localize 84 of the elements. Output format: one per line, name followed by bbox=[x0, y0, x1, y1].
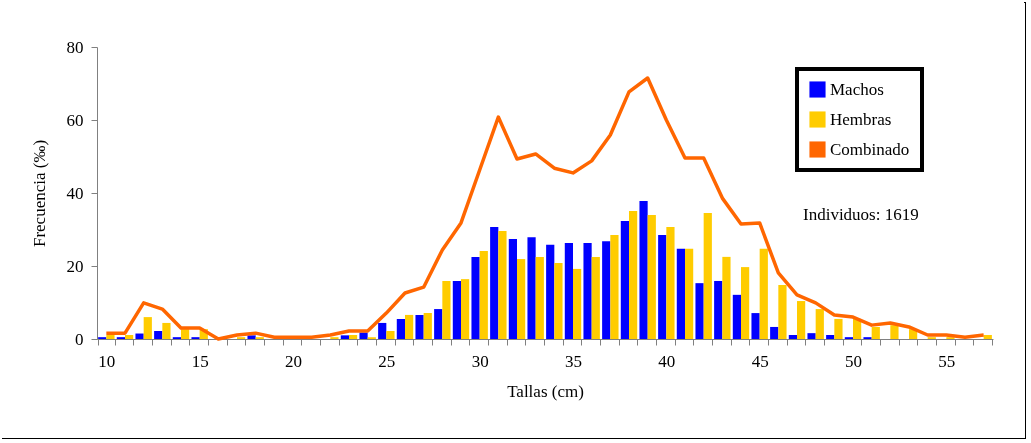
x-tick-label: 40 bbox=[658, 351, 676, 371]
bar bbox=[583, 243, 592, 339]
bar bbox=[834, 318, 843, 339]
x-tick-label: 20 bbox=[285, 351, 302, 371]
bar bbox=[722, 256, 731, 339]
bar bbox=[639, 201, 648, 339]
bar bbox=[890, 325, 899, 339]
x-tick-label: 45 bbox=[751, 351, 769, 371]
bar bbox=[471, 256, 480, 339]
bar bbox=[452, 280, 461, 339]
bar bbox=[778, 284, 787, 339]
x-tick-label: 15 bbox=[191, 351, 209, 371]
x-tick-label: 55 bbox=[938, 351, 956, 371]
bar bbox=[676, 248, 685, 339]
bar bbox=[247, 335, 256, 339]
bar bbox=[797, 301, 806, 339]
x-tick-label: 10 bbox=[98, 351, 116, 371]
bar bbox=[396, 318, 405, 339]
bar bbox=[695, 283, 704, 339]
bar bbox=[759, 248, 768, 339]
bar bbox=[386, 330, 395, 339]
bar bbox=[807, 333, 816, 339]
bar bbox=[135, 333, 144, 339]
bar bbox=[508, 238, 517, 339]
y-axis-title: Frecuencia (‰) bbox=[29, 139, 49, 248]
bar bbox=[732, 294, 741, 339]
bar bbox=[647, 214, 656, 339]
bar bbox=[741, 267, 750, 339]
bar bbox=[815, 309, 824, 339]
bar bbox=[106, 334, 115, 339]
bar bbox=[714, 280, 723, 339]
y-tick-label: 40 bbox=[66, 183, 84, 203]
bar bbox=[125, 334, 134, 339]
bar bbox=[602, 241, 611, 339]
bar bbox=[788, 334, 797, 339]
x-tick-label: 25 bbox=[378, 351, 396, 371]
bar bbox=[703, 213, 712, 339]
y-tick-label: 20 bbox=[66, 256, 84, 276]
bar bbox=[434, 309, 443, 339]
bar bbox=[983, 334, 992, 339]
bar bbox=[340, 335, 349, 339]
bar bbox=[591, 256, 600, 339]
bar bbox=[751, 313, 760, 339]
bar bbox=[629, 210, 638, 339]
bar bbox=[378, 322, 387, 339]
bar bbox=[770, 326, 779, 339]
bar bbox=[554, 263, 563, 339]
bar bbox=[573, 268, 582, 339]
bar bbox=[685, 248, 694, 339]
bar bbox=[154, 330, 163, 339]
bar bbox=[826, 334, 835, 339]
bar bbox=[479, 251, 488, 339]
y-tick-label: 60 bbox=[66, 110, 84, 130]
bar bbox=[527, 237, 536, 339]
bar bbox=[666, 226, 675, 339]
bar bbox=[349, 334, 358, 339]
x-tick-label: 35 bbox=[565, 351, 582, 371]
bar bbox=[610, 234, 619, 339]
y-tick-label: 0 bbox=[75, 329, 84, 349]
annotation: Individuos: 1619 bbox=[803, 205, 919, 224]
bar bbox=[535, 256, 544, 339]
bar bbox=[442, 280, 451, 339]
bar bbox=[620, 221, 629, 339]
bar bbox=[405, 314, 414, 339]
y-tick-label: 80 bbox=[66, 37, 84, 57]
bar bbox=[143, 317, 152, 339]
bar bbox=[498, 230, 507, 339]
bar bbox=[546, 244, 555, 339]
bar bbox=[461, 279, 470, 339]
bar bbox=[658, 234, 667, 339]
bar bbox=[162, 322, 171, 339]
legend-label: Hembras bbox=[830, 109, 892, 129]
legend-label: Combinado bbox=[830, 139, 910, 159]
line-series bbox=[104, 76, 986, 341]
bar bbox=[517, 259, 526, 339]
bar bbox=[490, 226, 499, 339]
legend-label: Machos bbox=[830, 79, 884, 99]
x-axis-title: Tallas (cm) bbox=[507, 381, 584, 401]
bar bbox=[564, 243, 573, 339]
bar bbox=[423, 313, 432, 339]
bar bbox=[415, 314, 424, 339]
bar bbox=[871, 326, 880, 339]
x-tick-label: 30 bbox=[471, 351, 489, 371]
x-tick-label: 50 bbox=[845, 351, 862, 371]
